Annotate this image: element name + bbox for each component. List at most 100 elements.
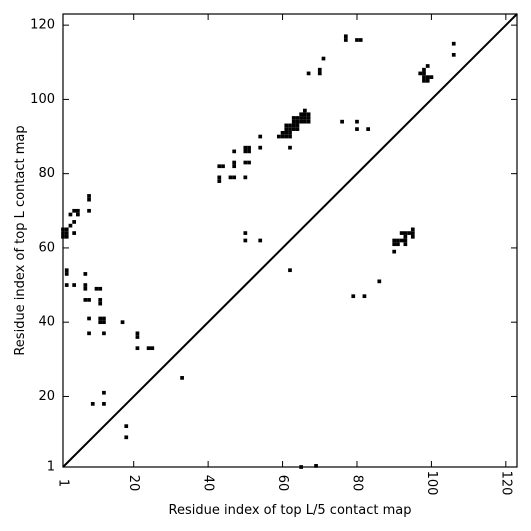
- contact-point: [221, 164, 225, 169]
- contact-point: [295, 127, 300, 131]
- contact-point: [288, 123, 292, 128]
- contact-point: [64, 231, 69, 235]
- contact-point: [243, 175, 248, 180]
- contact-point: [87, 331, 91, 336]
- contact-point: [83, 286, 88, 291]
- contact-point: [87, 197, 91, 202]
- contact-point: [102, 390, 106, 395]
- contact-point: [98, 316, 103, 321]
- contact-point: [343, 34, 348, 39]
- contact-point: [295, 119, 300, 124]
- contact-point: [392, 242, 397, 247]
- contact-point: [403, 234, 408, 239]
- contact-point: [83, 272, 88, 276]
- contact-point: [76, 212, 80, 217]
- contact-point: [306, 119, 311, 124]
- contact-point: [68, 223, 73, 228]
- contact-point: [247, 149, 251, 154]
- contact-point: [102, 316, 106, 321]
- contact-point: [321, 56, 326, 61]
- contact-point: [87, 298, 91, 302]
- contact-point: [76, 208, 80, 213]
- contact-point: [399, 231, 404, 235]
- contact-point: [280, 134, 285, 139]
- contact-point: [317, 67, 322, 72]
- contact-point: [72, 208, 77, 213]
- diagonal-line: [62, 13, 518, 468]
- contact-point: [343, 38, 348, 42]
- contact-point: [291, 127, 296, 131]
- contact-point: [295, 123, 300, 128]
- y-tick-label: 80: [38, 166, 55, 181]
- contact-point: [291, 116, 296, 120]
- contact-point: [451, 52, 456, 57]
- contact-point: [284, 127, 289, 131]
- contact-point: [276, 134, 281, 139]
- x-tick-label: 40: [201, 475, 216, 492]
- contact-point: [403, 231, 408, 235]
- contact-point: [98, 286, 103, 291]
- contact-point: [64, 272, 69, 276]
- contact-point: [135, 335, 140, 339]
- contact-point: [288, 127, 292, 131]
- contact-point: [306, 112, 311, 117]
- contact-point: [247, 145, 251, 150]
- contact-point: [64, 268, 69, 273]
- contact-point: [392, 249, 397, 254]
- contact-point: [355, 38, 359, 42]
- contact-point: [232, 160, 237, 165]
- contact-point: [243, 145, 248, 150]
- contact-point: [299, 119, 304, 124]
- contact-point: [135, 346, 140, 351]
- x-tick-label: 100: [424, 471, 439, 496]
- contact-point: [87, 316, 91, 321]
- contact-point: [98, 301, 103, 306]
- contact-point: [295, 116, 300, 120]
- contact-point: [410, 234, 415, 239]
- contact-point: [98, 298, 103, 302]
- contact-point: [83, 298, 88, 302]
- contact-point: [94, 286, 99, 291]
- contact-point: [72, 283, 77, 287]
- contact-point: [64, 227, 69, 232]
- contact-point: [90, 402, 95, 406]
- contact-point: [258, 238, 263, 243]
- contact-point: [243, 231, 248, 235]
- contact-point: [258, 134, 263, 139]
- contact-point: [150, 346, 155, 351]
- contact-point: [135, 331, 140, 336]
- contact-point: [284, 130, 289, 135]
- x-tick-label: 80: [349, 475, 364, 492]
- contact-point: [288, 130, 292, 135]
- contact-point: [288, 134, 292, 139]
- y-tick-label: 120: [30, 18, 55, 33]
- contact-point: [422, 75, 426, 79]
- x-tick-label: 20: [126, 475, 141, 492]
- contact-point: [403, 242, 408, 247]
- contact-point: [232, 175, 237, 180]
- contact-point: [303, 119, 307, 124]
- contact-point: [403, 238, 408, 243]
- contact-point: [217, 179, 222, 183]
- contact-point: [146, 346, 151, 351]
- contact-point: [247, 160, 251, 165]
- contact-point: [288, 145, 292, 150]
- x-axis-title: Residue index of top L/5 contact map: [169, 503, 412, 518]
- y-tick-label: 60: [38, 240, 55, 255]
- contact-point: [399, 238, 404, 243]
- contact-point: [124, 424, 129, 429]
- y-tick-label: 20: [38, 389, 55, 404]
- contact-point: [288, 268, 292, 273]
- contact-point: [422, 67, 426, 72]
- contact-point: [72, 220, 77, 224]
- contact-point: [306, 71, 311, 76]
- contact-point: [396, 238, 400, 243]
- contact-point: [377, 279, 382, 284]
- contact-point: [87, 208, 91, 213]
- contact-point: [303, 108, 307, 113]
- contact-point: [120, 320, 125, 325]
- contact-point: [102, 402, 106, 406]
- contact-point: [102, 331, 106, 336]
- contact-point: [407, 231, 411, 235]
